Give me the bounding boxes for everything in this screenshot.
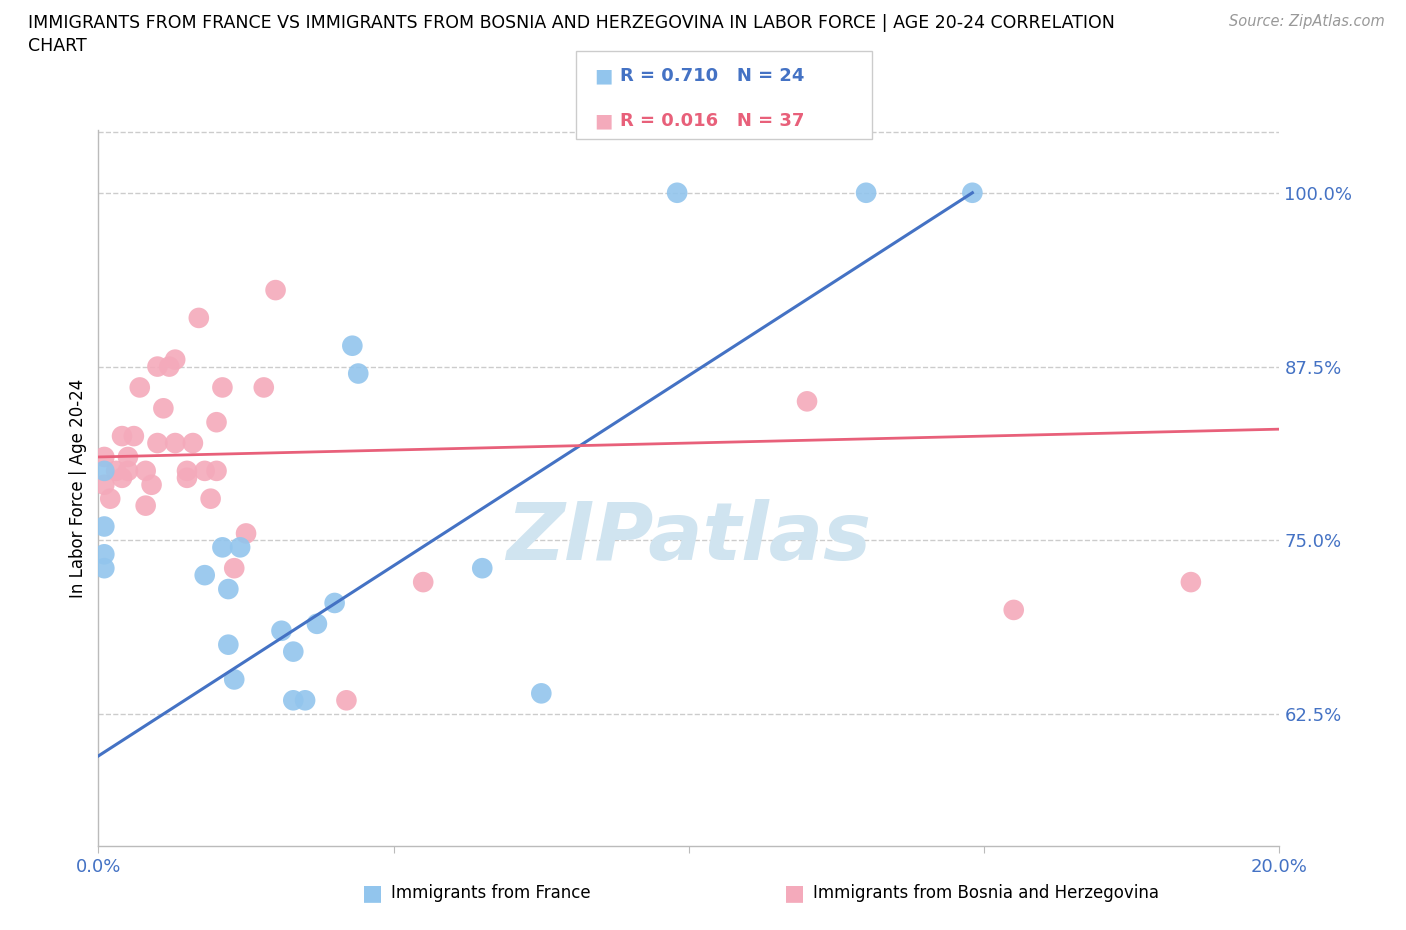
Point: [323, 595, 346, 610]
Point: [264, 283, 287, 298]
Point: [93, 449, 115, 464]
Point: [141, 477, 163, 492]
Text: R = 0.710   N = 24: R = 0.710 N = 24: [620, 67, 804, 86]
Point: [224, 672, 246, 687]
Point: [165, 352, 187, 367]
Text: ■: ■: [363, 883, 382, 903]
Point: [335, 693, 357, 708]
Text: ZIPatlas: ZIPatlas: [506, 499, 872, 578]
Text: Immigrants from Bosnia and Herzegovina: Immigrants from Bosnia and Herzegovina: [813, 884, 1159, 902]
Point: [200, 491, 222, 506]
Point: [152, 401, 174, 416]
Point: [98, 491, 121, 506]
Point: [270, 623, 292, 638]
Point: [194, 463, 217, 478]
Point: [93, 547, 115, 562]
Point: [181, 435, 204, 450]
Point: [111, 471, 134, 485]
Point: [211, 380, 233, 395]
Point: [93, 519, 115, 534]
Point: [305, 617, 328, 631]
Point: [229, 540, 252, 555]
Point: [187, 311, 209, 325]
Point: [105, 463, 128, 478]
Point: [211, 540, 233, 555]
Point: [157, 359, 180, 374]
Point: [146, 435, 169, 450]
Text: ■: ■: [595, 67, 613, 86]
Point: [347, 366, 370, 381]
Point: [176, 471, 198, 485]
Text: R = 0.016   N = 37: R = 0.016 N = 37: [620, 112, 804, 130]
Point: [205, 463, 228, 478]
Point: [93, 561, 115, 576]
Point: [530, 686, 553, 701]
Point: [796, 394, 818, 409]
Text: Immigrants from France: Immigrants from France: [391, 884, 591, 902]
Y-axis label: In Labor Force | Age 20-24: In Labor Force | Age 20-24: [69, 379, 87, 598]
Point: [217, 637, 239, 652]
Point: [962, 185, 984, 200]
Point: [122, 429, 145, 444]
Point: [471, 561, 494, 576]
Point: [666, 185, 689, 200]
Text: Source: ZipAtlas.com: Source: ZipAtlas.com: [1229, 14, 1385, 29]
Point: [342, 339, 364, 353]
Point: [224, 561, 246, 576]
Point: [135, 498, 157, 513]
Point: [1180, 575, 1202, 590]
Point: [1002, 603, 1025, 618]
Point: [217, 581, 239, 596]
Text: CHART: CHART: [28, 37, 87, 55]
Point: [205, 415, 228, 430]
Point: [146, 359, 169, 374]
Text: ■: ■: [785, 883, 804, 903]
Point: [194, 567, 217, 582]
Text: ■: ■: [595, 112, 613, 130]
Point: [235, 526, 257, 541]
Point: [117, 463, 139, 478]
Point: [283, 644, 305, 659]
Point: [93, 477, 115, 492]
Text: IMMIGRANTS FROM FRANCE VS IMMIGRANTS FROM BOSNIA AND HERZEGOVINA IN LABOR FORCE : IMMIGRANTS FROM FRANCE VS IMMIGRANTS FRO…: [28, 14, 1115, 32]
Point: [111, 429, 134, 444]
Point: [412, 575, 434, 590]
Point: [117, 449, 139, 464]
Point: [176, 463, 198, 478]
Point: [855, 185, 877, 200]
Point: [128, 380, 150, 395]
Point: [253, 380, 276, 395]
Point: [165, 435, 187, 450]
Point: [93, 463, 115, 478]
Point: [283, 693, 305, 708]
Point: [135, 463, 157, 478]
Point: [294, 693, 316, 708]
